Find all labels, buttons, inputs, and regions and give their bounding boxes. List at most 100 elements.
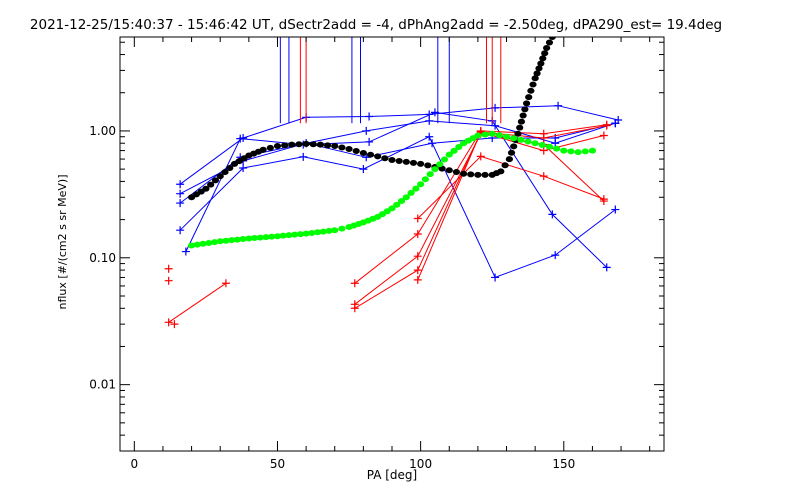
- curve-dot: [250, 235, 259, 242]
- curve-dot: [395, 157, 403, 164]
- plus-marker: [350, 304, 359, 313]
- curve-dot: [316, 141, 325, 148]
- curve-dot: [291, 231, 299, 238]
- curve-dot: [302, 230, 310, 237]
- plus-marker: [176, 199, 185, 208]
- curve-dot: [539, 55, 547, 62]
- plus-marker: [539, 172, 548, 181]
- curve-dot: [262, 234, 270, 241]
- plus-marker: [602, 263, 611, 272]
- curve-dot: [268, 233, 276, 240]
- curve-dot: [281, 142, 289, 149]
- curve-dot: [543, 45, 551, 52]
- curve-dot: [210, 239, 219, 246]
- curve-dot: [467, 171, 475, 178]
- curve-dot: [574, 149, 582, 156]
- curve-dot: [417, 160, 425, 167]
- curve-dot: [510, 143, 518, 150]
- curve-dot: [527, 87, 535, 94]
- curve-dot: [388, 205, 396, 212]
- plus-marker: [551, 251, 560, 260]
- curve-dot: [233, 236, 241, 243]
- plus-marker: [548, 210, 557, 219]
- x-tick-label: 100: [409, 457, 432, 471]
- x-tick-label: 50: [270, 457, 285, 471]
- y-tick-label: 0.01: [89, 378, 116, 392]
- series-line: [179, 136, 616, 279]
- plus-marker: [365, 137, 374, 146]
- x-tick-label: 0: [130, 457, 138, 471]
- plus-marker: [611, 205, 620, 214]
- curve-dot: [522, 100, 531, 107]
- curve-dot: [560, 147, 568, 154]
- curve-dot: [309, 141, 317, 148]
- curve-dot: [553, 145, 561, 152]
- plus-marker: [599, 195, 608, 204]
- curve-dot: [445, 167, 453, 174]
- curve-dot: [474, 171, 482, 178]
- curve-dot: [245, 235, 253, 242]
- curve-dot: [517, 118, 526, 125]
- curve-dot: [338, 144, 346, 151]
- curve-dot: [202, 185, 210, 192]
- curve-dot: [381, 155, 389, 162]
- curve-dot: [388, 156, 396, 163]
- curve-dot: [524, 138, 532, 145]
- series-line: [417, 155, 605, 219]
- curve-dot: [436, 161, 444, 168]
- curve-dot: [216, 173, 224, 180]
- curve-dot: [205, 239, 213, 246]
- curve-dot: [273, 233, 282, 240]
- curve-dot: [510, 135, 518, 142]
- plus-marker: [299, 152, 308, 161]
- plus-marker: [359, 165, 368, 174]
- plus-marker: [413, 266, 422, 275]
- curve-dot: [421, 176, 430, 183]
- curve-dot: [545, 143, 554, 150]
- curve-dot: [581, 148, 589, 155]
- curve-dot: [288, 141, 296, 148]
- plus-marker: [365, 112, 374, 121]
- curve-dot: [488, 130, 496, 137]
- curve-dot: [417, 181, 425, 188]
- curve-dot: [502, 133, 511, 140]
- curve-dot: [426, 171, 434, 178]
- curve-dot: [221, 169, 229, 176]
- curve-dot: [402, 158, 410, 165]
- curve-dot: [187, 242, 196, 249]
- curve-dot: [325, 227, 333, 234]
- curve-dot: [531, 75, 539, 82]
- plus-marker: [430, 108, 439, 117]
- curve-dot: [374, 153, 382, 160]
- curve-dot: [481, 131, 489, 138]
- plus-marker: [539, 146, 548, 155]
- plus-marker: [164, 318, 173, 327]
- curve-dot: [393, 201, 401, 208]
- curve-dot: [548, 37, 556, 40]
- y-axis-label: nflux [#/(cm2 s sr MeV)]: [56, 175, 69, 310]
- plus-marker: [176, 189, 185, 198]
- curve-dot: [517, 136, 525, 143]
- plus-marker: [239, 164, 248, 173]
- curve-dot: [459, 170, 468, 177]
- plus-marker: [413, 275, 422, 284]
- plus-marker: [425, 116, 434, 125]
- curve-dot: [505, 156, 513, 163]
- curve-dot: [501, 162, 509, 169]
- curve-dot: [308, 229, 316, 236]
- curve-dot: [516, 124, 524, 131]
- series-line: [417, 131, 605, 281]
- plus-marker: [539, 129, 548, 138]
- curve-dot: [474, 132, 482, 139]
- curve-dot: [193, 241, 201, 248]
- curve-dot: [222, 237, 230, 244]
- curve-dot: [535, 65, 543, 72]
- series-line: [354, 124, 607, 284]
- curve-dot: [402, 194, 410, 201]
- plus-marker: [599, 131, 608, 140]
- y-tick-label: 1.00: [89, 124, 116, 138]
- plus-marker: [425, 132, 434, 141]
- series-line: [179, 105, 619, 185]
- curve-dot: [588, 147, 597, 154]
